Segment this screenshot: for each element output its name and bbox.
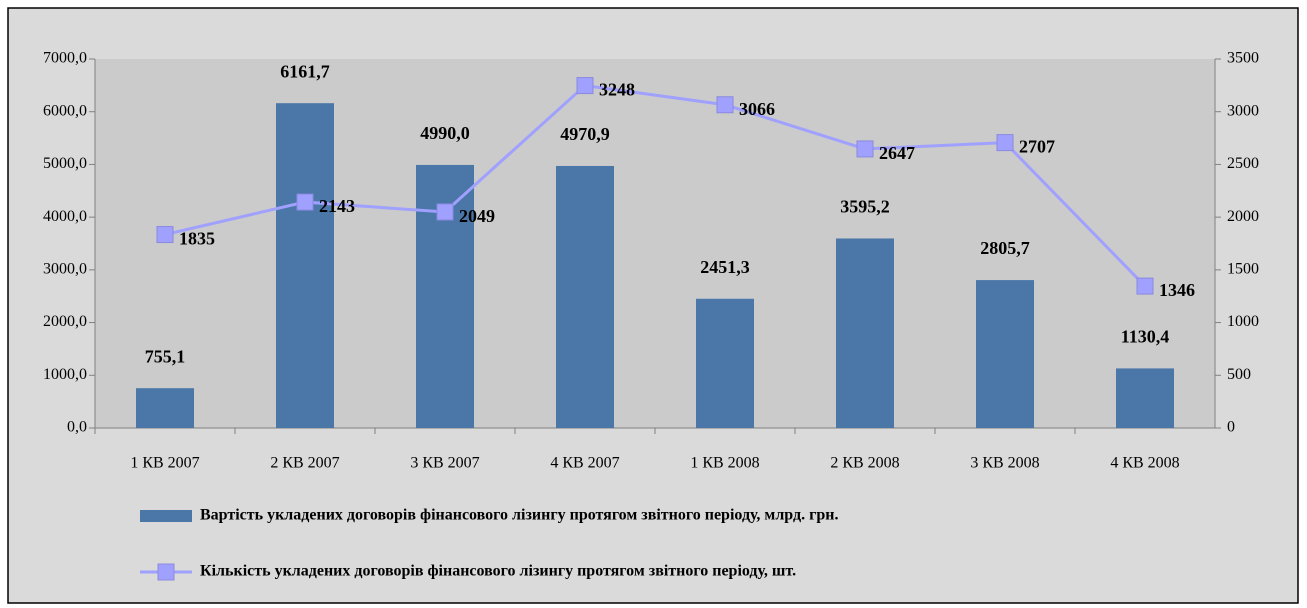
y2-tick-label: 1000 <box>1227 313 1259 330</box>
bar <box>976 280 1034 428</box>
y2-tick-label: 1500 <box>1227 261 1259 278</box>
marker <box>1136 277 1154 295</box>
line <box>164 83 1147 288</box>
y2-tick-label: 0 <box>1227 419 1235 436</box>
marker <box>996 134 1014 152</box>
bar-value-label: 2805,7 <box>980 238 1030 258</box>
line-value-label: 2049 <box>459 206 495 226</box>
marker <box>436 203 454 221</box>
y2-tick-label: 500 <box>1227 366 1251 383</box>
legend-swatch <box>140 510 192 522</box>
bar-value-label: 6161,7 <box>280 61 330 81</box>
line-value-label: 2707 <box>1019 137 1055 157</box>
bar <box>136 388 194 428</box>
marker <box>156 226 174 244</box>
x-tick-label: 3 КВ 2008 <box>970 455 1039 472</box>
line-value-label: 1835 <box>179 229 215 249</box>
x-tick-label: 4 КВ 2007 <box>550 455 619 472</box>
y-tick-label: 1000,0 <box>43 366 87 383</box>
legend-marker <box>157 563 175 581</box>
x-tick-label: 1 КВ 2007 <box>130 455 199 472</box>
bar <box>1116 368 1174 428</box>
line-value-label: 1346 <box>1159 280 1195 300</box>
bar <box>556 165 614 428</box>
legend-label: Вартість укладених договорів фінансового… <box>200 507 838 524</box>
y-tick-label: 7000,0 <box>43 50 87 67</box>
marker <box>296 193 314 211</box>
x-tick-label: 2 КВ 2007 <box>270 455 339 472</box>
bar-value-label: 3595,2 <box>840 197 890 217</box>
bar-value-label: 4990,0 <box>420 123 470 143</box>
bar-value-label: 4970,9 <box>560 124 610 144</box>
bar <box>276 103 334 429</box>
x-tick-label: 2 КВ 2008 <box>830 455 899 472</box>
line-value-label: 2647 <box>879 143 915 163</box>
y2-tick-label: 2000 <box>1227 208 1259 225</box>
x-tick-label: 3 КВ 2007 <box>410 455 479 472</box>
marker <box>716 96 734 114</box>
marker <box>576 77 594 95</box>
y-tick-label: 4000,0 <box>43 208 87 225</box>
y-tick-label: 6000,0 <box>43 102 87 119</box>
line-value-label: 2143 <box>319 196 355 216</box>
x-tick-label: 4 КВ 2008 <box>1110 455 1179 472</box>
bar-value-label: 2451,3 <box>700 257 750 277</box>
marker <box>856 140 874 158</box>
y-tick-label: 0,0 <box>67 419 87 436</box>
bar-value-label: 755,1 <box>145 346 186 366</box>
bar <box>836 238 894 428</box>
line-value-label: 3248 <box>599 80 635 100</box>
y-tick-label: 5000,0 <box>43 155 87 172</box>
y-tick-label: 2000,0 <box>43 313 87 330</box>
line-value-label: 3066 <box>739 99 775 119</box>
y2-tick-label: 2500 <box>1227 155 1259 172</box>
y2-tick-label: 3500 <box>1227 50 1259 67</box>
y2-tick-label: 3000 <box>1227 102 1259 119</box>
x-tick-label: 1 КВ 2008 <box>690 455 759 472</box>
plot-area <box>95 59 1215 428</box>
bar <box>696 298 754 428</box>
legend-label: Кількість укладених договорів фінансовог… <box>200 563 796 580</box>
bar-value-label: 1130,4 <box>1121 327 1170 347</box>
y-tick-label: 3000,0 <box>43 261 87 278</box>
